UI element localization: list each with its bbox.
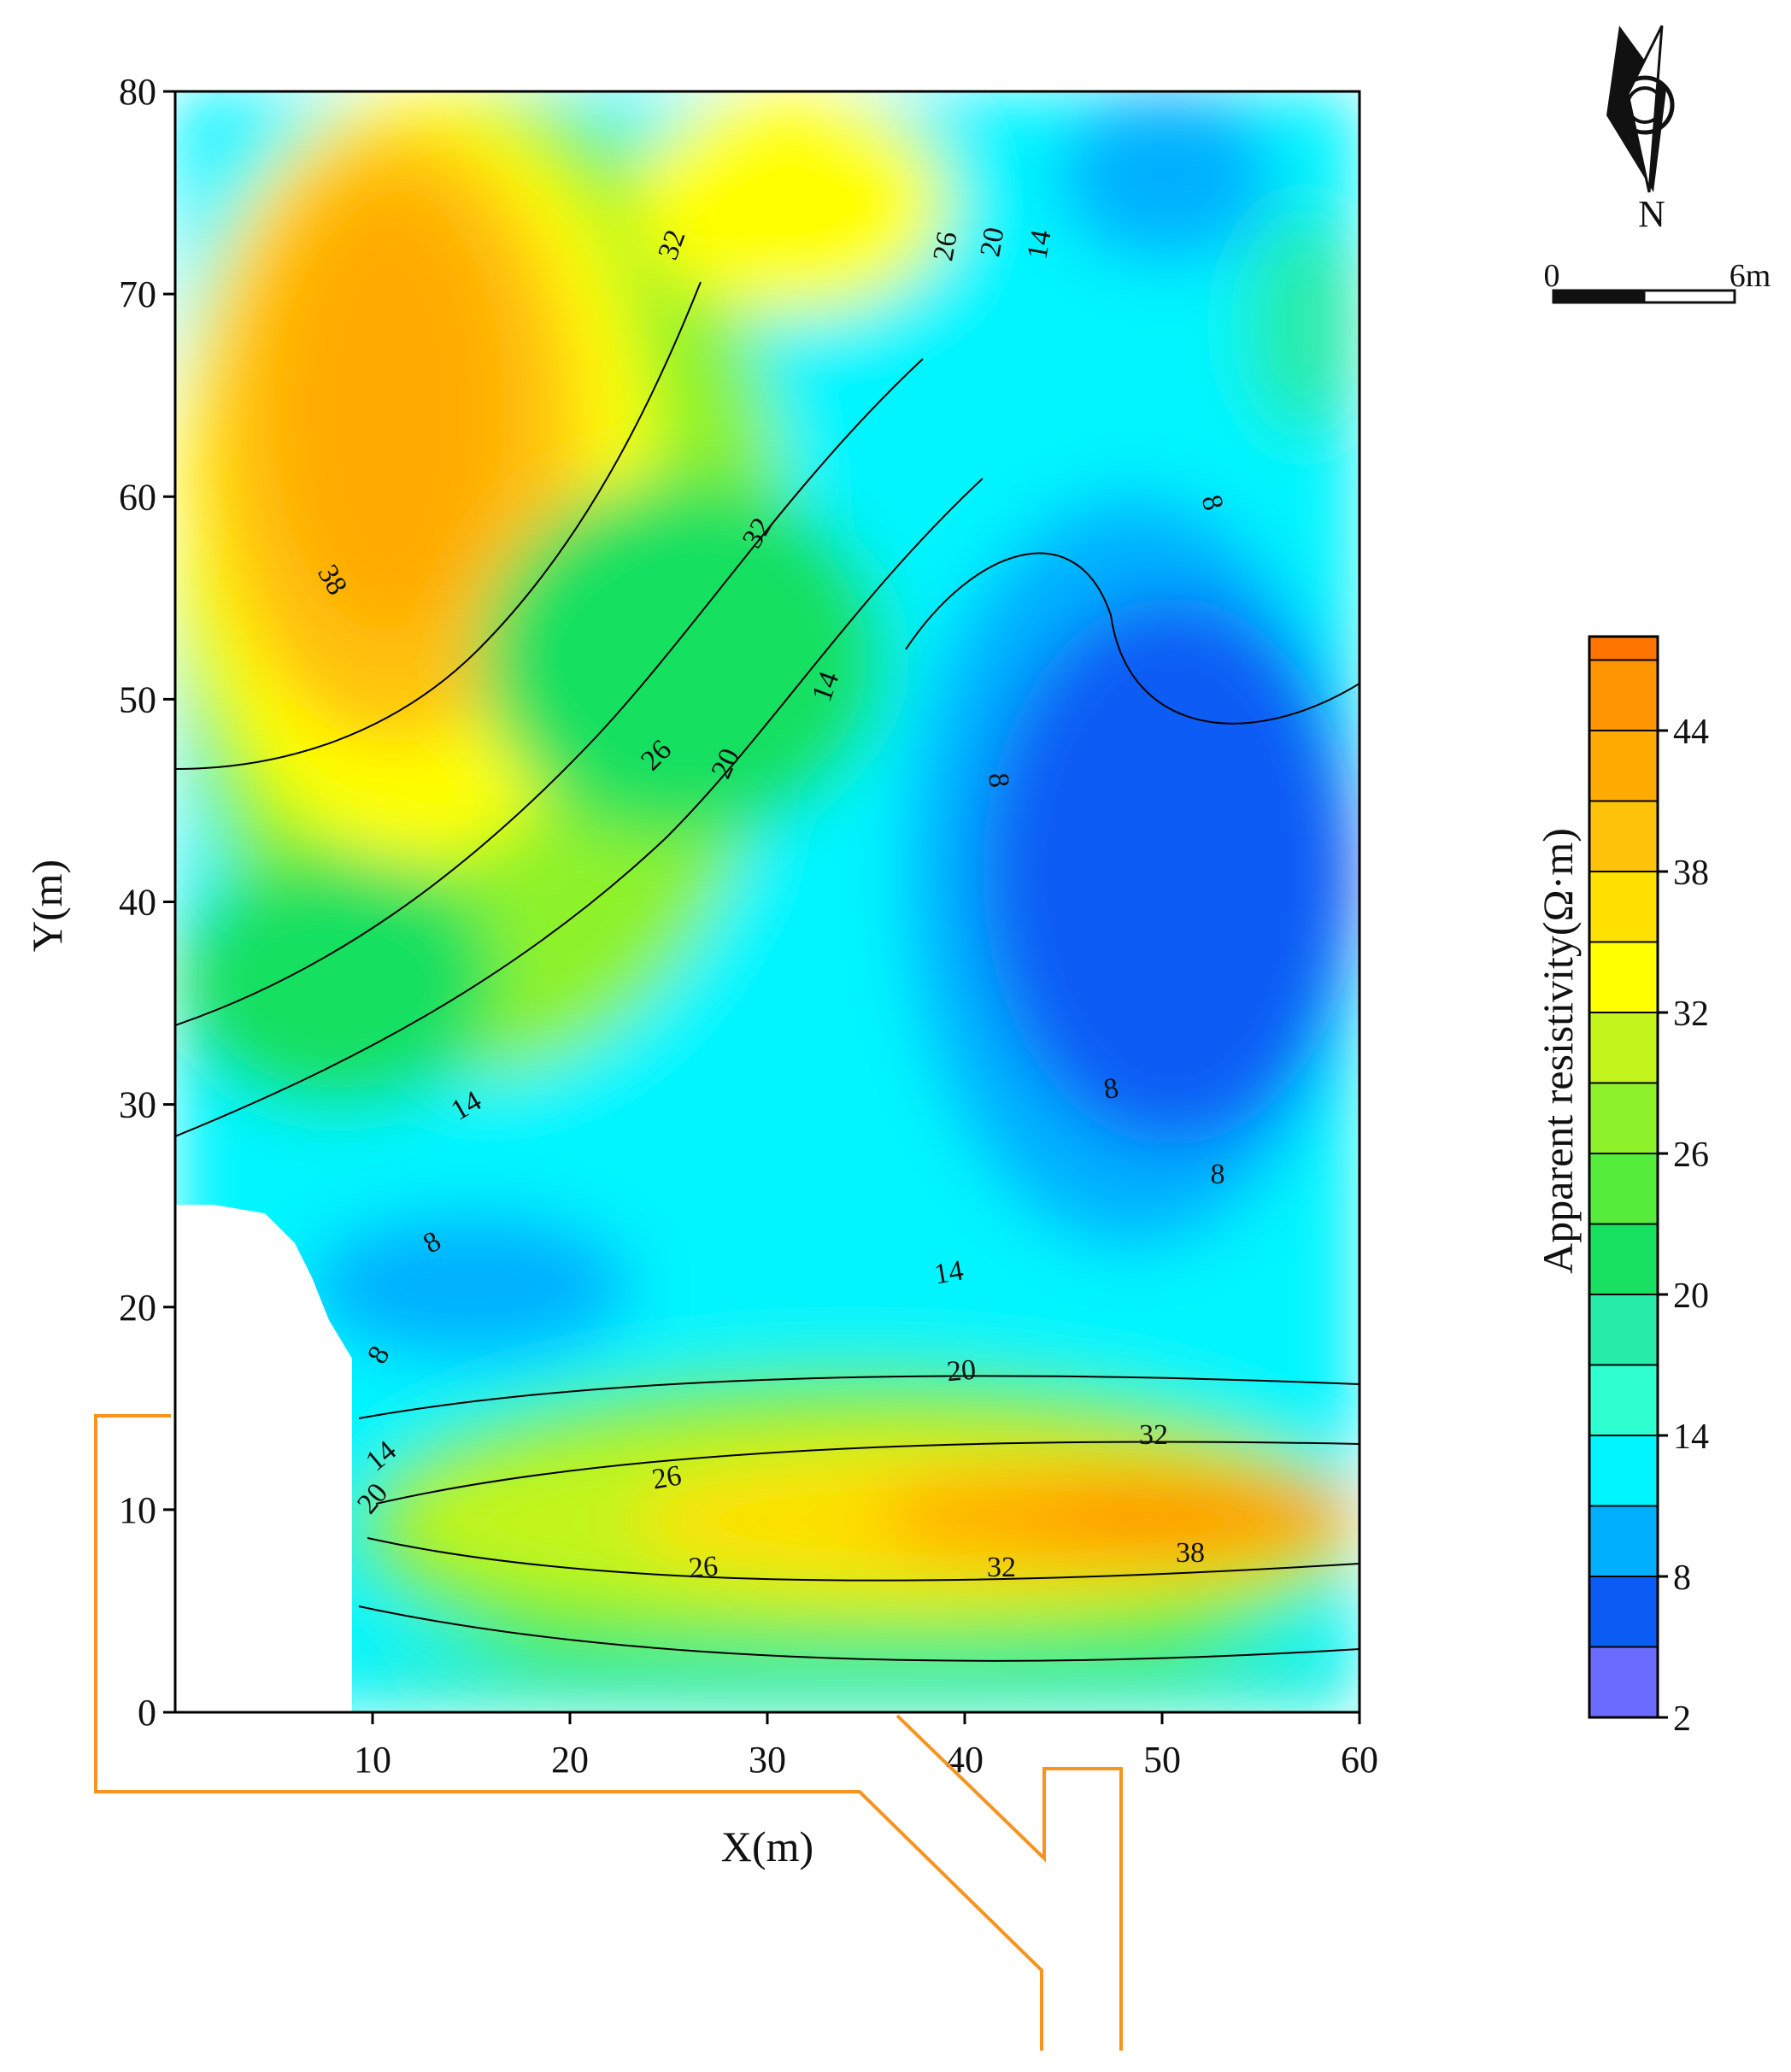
colorbar-tick-label: 32 xyxy=(1673,995,1709,1034)
contour-label: 20 xyxy=(946,1354,978,1388)
colorbar-band xyxy=(1588,636,1659,661)
north-label: N xyxy=(1638,193,1665,235)
contour-label: 26 xyxy=(927,229,963,263)
field-zone-9 xyxy=(1060,91,1273,262)
colorbar-band xyxy=(1588,941,1659,1013)
y-tick-label: 40 xyxy=(119,882,156,924)
scale-bar: 0 6m xyxy=(1544,258,1771,304)
colorbar-band xyxy=(1588,1153,1659,1225)
contour-label: 26 xyxy=(688,1551,719,1585)
x-tick-label: 30 xyxy=(749,1739,786,1781)
field-zone-3 xyxy=(273,188,504,632)
scale-start-label: 0 xyxy=(1544,258,1560,294)
colorbar-band xyxy=(1588,1012,1659,1084)
contour-label: 14 xyxy=(931,1254,966,1290)
north-arrow-ring-outer xyxy=(1615,75,1675,135)
y-tick-label: 60 xyxy=(119,476,156,518)
colorbar-band xyxy=(1588,800,1659,872)
site-outline xyxy=(94,1414,1043,2051)
contour-label: 26 xyxy=(649,1459,684,1495)
field-zone-5 xyxy=(632,91,948,314)
colorbar-band xyxy=(1588,1646,1659,1718)
colorbar-frame xyxy=(1588,635,1659,1719)
colorbar-tick-label: 26 xyxy=(1673,1136,1709,1175)
contour-label: 38 xyxy=(1176,1537,1205,1569)
colorbar-band xyxy=(1588,1364,1659,1436)
colorbar-band xyxy=(1588,871,1659,943)
colorbar-band xyxy=(1588,659,1659,731)
x-axis-title: X(m) xyxy=(721,1823,813,1870)
contour-line-1 xyxy=(175,358,924,1026)
y-tick-label: 10 xyxy=(119,1489,156,1531)
y-tick-label: 30 xyxy=(119,1084,156,1126)
contour-line-4 xyxy=(375,1441,1359,1505)
x-tick-label: 40 xyxy=(946,1739,984,1781)
field-zone-11 xyxy=(308,1213,632,1359)
scale-bar-dark xyxy=(1552,289,1646,304)
colorbar-tick-label: 44 xyxy=(1673,713,1709,752)
contour-line-5 xyxy=(367,1537,1359,1582)
colorbar-tick-label: 20 xyxy=(1673,1277,1709,1316)
colorbar-tick-label: 8 xyxy=(1673,1558,1691,1598)
colorbar-band xyxy=(1588,1576,1659,1648)
field-zone-6 xyxy=(479,478,889,837)
contour-label: 8 xyxy=(1211,1159,1225,1190)
x-tick-label: 20 xyxy=(551,1739,589,1781)
colorbar-band xyxy=(1588,730,1659,802)
colorbar-tick-label: 14 xyxy=(1673,1418,1709,1457)
field-zone-17 xyxy=(352,1649,1359,1712)
contour-label: 32 xyxy=(1139,1419,1168,1451)
scale-bar-light xyxy=(1642,289,1736,304)
y-tick-label: 0 xyxy=(138,1692,156,1734)
y-tick-label: 80 xyxy=(119,71,156,113)
colorbar-band xyxy=(1588,1505,1659,1577)
colorbar-tick-label: 2 xyxy=(1673,1699,1691,1739)
contour-line-7 xyxy=(905,552,1359,725)
contour-label: 20 xyxy=(974,225,1010,259)
field-zone-10 xyxy=(1248,214,1359,436)
contour-line-2 xyxy=(175,281,702,770)
colorbar-band xyxy=(1588,1082,1659,1154)
y-tick-label: 20 xyxy=(119,1287,156,1329)
x-tick-label: 10 xyxy=(354,1739,391,1781)
y-tick-label: 50 xyxy=(119,678,156,720)
field-zone-4 xyxy=(175,854,500,1111)
colorbar-band xyxy=(1588,1294,1659,1366)
contour-label: 8 xyxy=(982,772,1014,789)
axes: 10 20 30 40 50 60 0 10 20 30 40 50 60 70 80 xyxy=(119,71,1378,1781)
north-arrow: N xyxy=(1606,25,1675,235)
x-tick-label: 50 xyxy=(1143,1739,1181,1781)
field-zone-8 xyxy=(983,598,1359,1145)
contour-label: 8 xyxy=(1101,1072,1121,1106)
x-tick-label: 60 xyxy=(1341,1739,1378,1781)
contour-label: 14 xyxy=(1021,227,1057,261)
scale-end-label: 6m xyxy=(1729,258,1771,294)
colorbar-band xyxy=(1588,1435,1659,1507)
contour-line-3 xyxy=(358,1375,1359,1419)
y-axis-title: Y(m) xyxy=(23,860,71,952)
colorbar: 2 8 14 20 26 32 38 44 xyxy=(1588,635,1709,1739)
contour-line-6 xyxy=(358,1605,1359,1662)
colorbar-tick-label: 38 xyxy=(1673,854,1709,893)
site-outline-right xyxy=(896,1714,1123,2051)
colorbar-band xyxy=(1588,1223,1659,1295)
resistivity-field xyxy=(175,91,1359,1712)
field-blend xyxy=(175,91,1359,1712)
y-tick-label: 70 xyxy=(119,273,156,315)
north-arrow-needle-light xyxy=(1626,25,1664,193)
contour-label: 32 xyxy=(987,1552,1016,1583)
field-zone-16 xyxy=(1042,1478,1359,1547)
colorbar-title: Apparent resistivity(Ω·m) xyxy=(1534,828,1582,1274)
contour-line-0 xyxy=(175,478,984,1137)
north-arrow-ring-inner xyxy=(1626,86,1664,124)
